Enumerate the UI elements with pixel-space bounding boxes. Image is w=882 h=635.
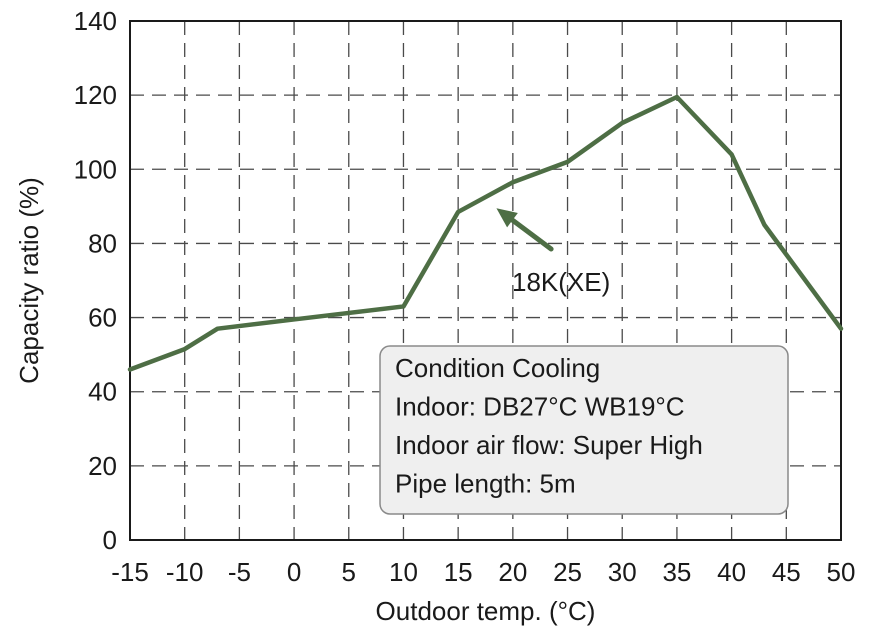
condition-line: Indoor air flow: Super High [395,430,703,460]
x-tick-label: -5 [228,557,251,587]
plot-frame [129,20,842,541]
x-tick-label: 40 [717,557,746,587]
annotation-label: 18K(XE) [512,267,610,297]
annotation: 18K(XE) [496,208,610,297]
y-tick-label: 0 [103,525,117,555]
y-axis-title: Capacity ratio (%) [14,177,44,384]
y-tick-label: 120 [74,80,117,110]
condition-box-frame [379,345,789,515]
annotation-arrow-head [496,208,518,228]
x-tick-label: 15 [444,557,473,587]
condition-line: Pipe length: 5m [395,469,576,499]
x-tick-label: 45 [772,557,801,587]
x-tick-label: 35 [662,557,691,587]
x-tick-label: 0 [287,557,301,587]
annotation-arrow-shaft [509,217,554,252]
x-tick-label: 10 [389,557,418,587]
x-tick-label: -15 [111,557,149,587]
y-tick-label: 60 [88,303,117,333]
condition-box: Condition Cooling Indoor: DB27°C WB19°C In… [379,345,789,515]
x-tick-label: 5 [342,557,356,587]
y-tick-label: 40 [88,377,117,407]
x-tick-label: 30 [608,557,637,587]
condition-line: Condition Cooling [395,353,600,383]
condition-line: Indoor: DB27°C WB19°C [395,392,685,422]
x-tick-label: 50 [827,557,856,587]
y-tick-label: 140 [74,6,117,36]
x-tick-label: 25 [553,557,582,587]
y-tick-label: 20 [88,451,117,481]
series-line [127,94,844,372]
x-tick-label: 20 [498,557,527,587]
tick-labels: -15 -10 -5 0 5 10 15 20 25 30 35 40 45 50 0 20 40 60 80 100… [74,6,856,587]
x-tick-label: -10 [166,557,204,587]
series [127,94,844,372]
x-axis-title: Outdoor temp. (°C) [376,596,596,626]
y-tick-label: 100 [74,154,117,184]
y-tick-label: 80 [88,228,117,258]
